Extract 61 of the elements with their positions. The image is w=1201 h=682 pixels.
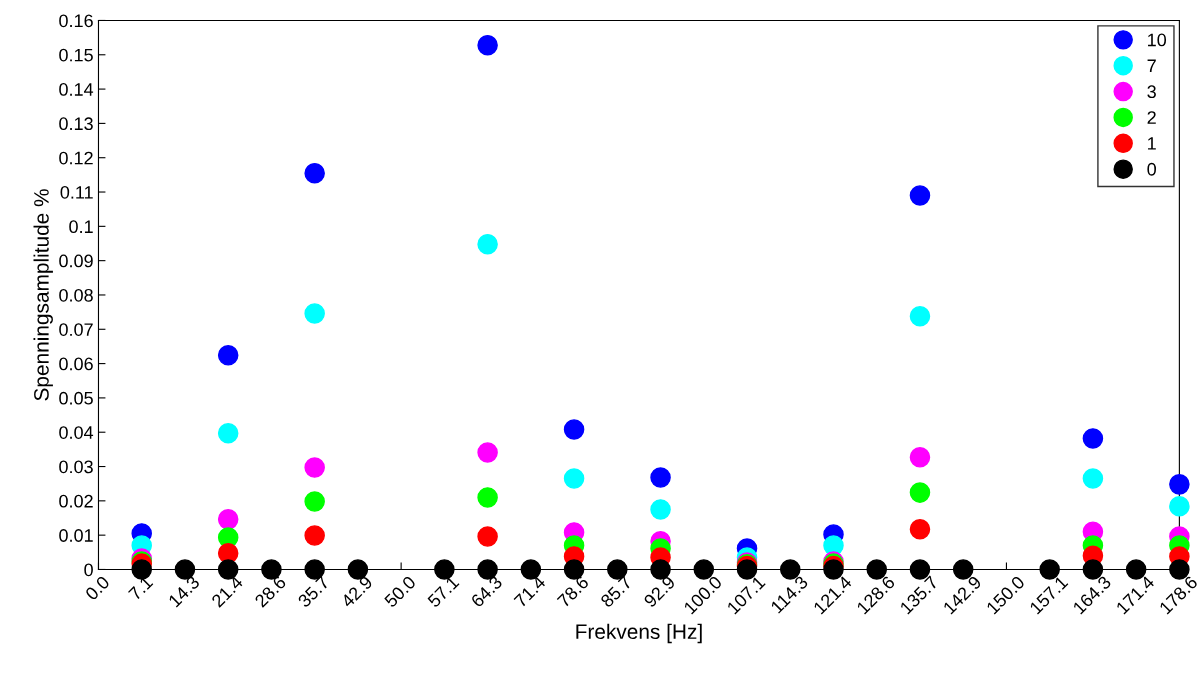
legend-label: 7 [1147,59,1156,73]
y-tick-label: 0.07 [59,323,93,336]
y-tick-label: 0.01 [59,529,93,542]
y-tick-label: 0.09 [59,254,93,268]
point [1082,468,1104,489]
x-tick-label: 71.4 [513,575,547,608]
x-tick-label: 92.9 [643,575,676,608]
x-tick-label: 7.1 [128,575,154,601]
point [304,303,325,324]
point [563,468,585,489]
y-tick-label: 0.16 [59,14,93,28]
point [304,525,325,546]
point [909,482,931,503]
point [217,422,239,444]
x-axis-title: Frekvens [Hz] [576,623,702,644]
y-tick-label: 0.14 [59,83,94,96]
point [217,509,239,530]
y-tick-label: 0.1 [69,220,93,234]
point [477,487,498,508]
y-tick-label: 0.11 [60,185,93,199]
point [650,467,671,488]
y-tick-label: 0.04 [59,426,94,439]
point [304,162,325,184]
y-tick-label: 0.05 [59,391,93,405]
y-axis-title: Spenningsamplitude % [33,189,53,401]
point [304,457,325,478]
legend-label: 2 [1147,111,1156,124]
point [434,559,455,580]
y-tick-label: 0.02 [59,494,93,508]
point [477,526,498,547]
x-tick-label: 50.0 [383,575,417,609]
point [909,519,931,540]
point [131,559,152,580]
point [909,185,931,206]
legend-label: 3 [1147,85,1156,99]
point [909,446,931,468]
point [1169,496,1190,517]
legend-label: 1 [1148,137,1156,150]
y-tick-label: 0.08 [59,288,93,302]
legend-label: 10 [1148,33,1167,47]
point [1082,428,1104,449]
x-tick-label: 64.3 [470,575,503,608]
x-tick-label: 78.6 [556,575,590,608]
y-tick-label: 0.15 [59,48,93,62]
point [217,345,239,366]
point [477,233,498,255]
y-tick-label: 0.03 [59,460,93,474]
point [477,34,498,56]
point [477,442,498,463]
y-tick-label: 0.13 [59,117,93,131]
x-tick-label: 42.9 [340,575,374,609]
y-tick-label: 0.12 [59,151,93,165]
point [304,491,325,512]
point [650,499,671,520]
y-tick-label: 0 [84,563,93,577]
point [563,419,585,440]
legend-label: 0 [1147,162,1156,176]
x-tick-label: 57.1 [426,575,460,609]
y-tick-label: 0.06 [59,357,93,371]
point [909,305,931,327]
point [1169,474,1190,495]
